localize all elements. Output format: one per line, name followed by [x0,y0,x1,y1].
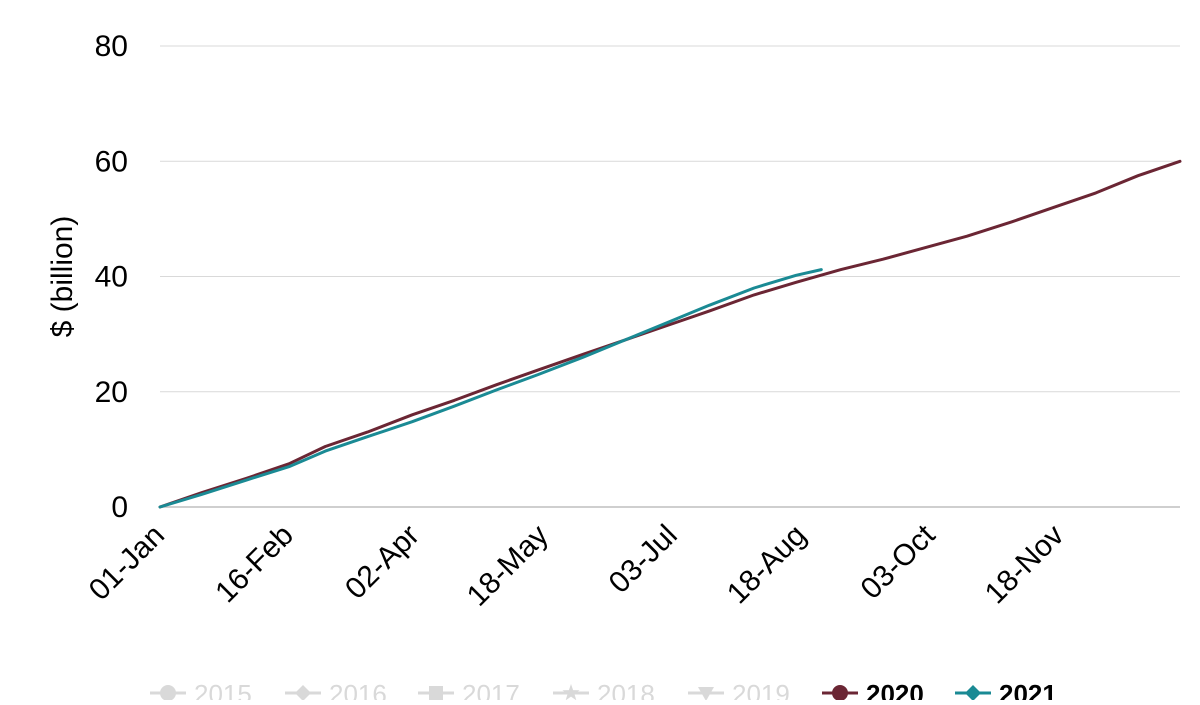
legend-label: 2017 [462,679,520,700]
series-line-2020 [158,159,1182,509]
y-tick-label: 0 [111,491,128,524]
legend-marker-circle [160,685,176,701]
y-tick-label: 20 [95,376,128,409]
legend-label: 2021 [999,679,1057,700]
y-tick-label: 40 [95,261,128,294]
legend: 2015 2016 2017 2018 2019 2020 2021 [150,679,1057,705]
legend-item-2015: 2015 [150,679,252,705]
legend-item-2017: 2017 [418,679,520,705]
legend-label: 2015 [194,679,252,700]
gridlines [160,45,1180,393]
legend-label: 2020 [866,679,924,700]
legend-item-2019: 2019 [688,679,790,705]
series-line-2021 [158,268,823,509]
x-tick-label: 18-Nov [979,519,1071,611]
x-tick-label: 16-Feb [209,519,300,610]
legend-marker-diamond [965,685,981,701]
legend-label: 2016 [329,679,387,700]
legend-marker-circle [832,685,848,701]
y-tick-label: 60 [95,145,128,178]
legend-marker-triangle-down [698,687,714,701]
legend-item-2018: 2018 [553,679,655,705]
x-tick-label: 02-Apr [339,519,426,606]
x-tick-label: 18-Aug [721,519,813,611]
y-tick-label: 80 [95,30,128,63]
legend-item-2021: 2021 [955,679,1057,705]
series-lines [158,159,1182,509]
legend-item-2020: 2020 [822,679,924,705]
y-axis-label: $ (billion) [46,216,79,338]
legend-marker-diamond [295,685,311,701]
x-tick-label: 18-May [461,519,555,613]
x-tick-label: 03-Oct [855,518,942,605]
legend-label: 2019 [732,679,790,700]
x-tick-label: 01-Jan [83,519,171,607]
legend-marker-square [429,686,443,700]
legend-label: 2018 [597,679,655,700]
axes: 0 20 40 60 80 01-Jan 16-Feb 02-Apr 18-May 03-Jul 1… [46,30,1180,613]
x-tick-label: 03-Jul [603,519,684,600]
legend-item-2016: 2016 [285,679,387,705]
legend-marker-star [562,684,580,701]
